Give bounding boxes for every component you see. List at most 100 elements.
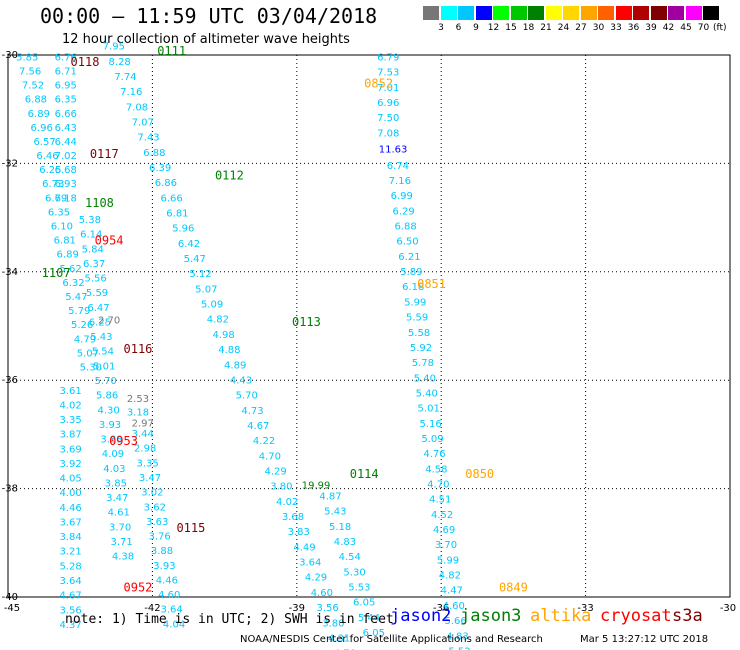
- data-value: 4.46: [59, 503, 81, 514]
- data-value: 4.76: [423, 449, 445, 460]
- x-tick-label: -36: [433, 603, 449, 614]
- data-value: 7.16: [120, 87, 142, 98]
- data-value: 7.53: [377, 68, 399, 79]
- color-scale-swatch: [510, 6, 527, 20]
- legend-s3a: s3a: [672, 606, 703, 626]
- data-value: 5.44: [358, 613, 380, 624]
- data-value: 4.60: [158, 590, 180, 601]
- data-value: 6.81: [54, 236, 76, 247]
- y-tick-label: -38: [2, 484, 18, 495]
- data-value: 4.82: [207, 315, 229, 326]
- data-value: 7.08: [126, 102, 148, 113]
- data-value: 7.50: [377, 113, 399, 124]
- data-value: 4.79: [74, 334, 96, 345]
- data-value: 6.14: [80, 230, 102, 241]
- data-value: 5.26: [71, 320, 93, 331]
- data-value: 4.30: [97, 405, 119, 416]
- data-value: 3.56: [59, 605, 81, 616]
- x-tick-label: -30: [720, 603, 736, 614]
- data-value: 4.38: [112, 552, 134, 563]
- color-scale-label: 45: [680, 23, 692, 33]
- data-value: 4.58: [425, 464, 447, 475]
- data-value: 5.96: [172, 224, 194, 235]
- data-value: 5.07: [195, 284, 217, 295]
- color-scale-label: 42: [662, 23, 675, 33]
- pass-time-label: 0114: [350, 467, 379, 481]
- data-value: 4.51: [429, 495, 451, 506]
- data-value: 6.18: [402, 282, 424, 293]
- data-value: 6.89: [57, 250, 79, 261]
- data-value: 5.99: [437, 555, 459, 566]
- color-scale-label: 18: [522, 23, 535, 33]
- data-value: 6.74: [387, 161, 409, 172]
- data-value: 5.66: [445, 616, 467, 627]
- data-value: 4.82: [439, 571, 461, 582]
- data-value: 5.70: [236, 391, 258, 402]
- footnote: note: 1) Time is in UTC; 2) SWH is in fe…: [65, 612, 394, 627]
- data-value: 6.21: [398, 252, 420, 263]
- data-value: 4.67: [59, 591, 81, 602]
- color-scale-label: 3: [438, 23, 444, 33]
- data-value: 3.92: [59, 459, 81, 470]
- data-value: 5.12: [189, 269, 211, 280]
- data-value: 6.47: [87, 303, 109, 314]
- data-value: 4.02: [59, 400, 81, 411]
- data-value: 4.69: [433, 525, 455, 536]
- data-value: 4.89: [224, 360, 246, 371]
- data-value: 6.57: [33, 137, 55, 148]
- data-value: 4.49: [293, 542, 315, 553]
- data-value: 3.35: [59, 415, 81, 426]
- data-value: 6.88: [25, 95, 47, 106]
- data-value: 5.58: [408, 328, 430, 339]
- color-scale-label: 21: [540, 23, 552, 33]
- color-scale-swatch: [703, 6, 719, 20]
- y-tick-label: -36: [2, 375, 18, 386]
- data-value: 4.60: [311, 588, 333, 599]
- color-scale-swatch: [475, 6, 492, 20]
- data-value: 5.99: [404, 297, 426, 308]
- data-value: 7.43: [137, 133, 159, 144]
- data-value: 4.88: [218, 345, 240, 356]
- legend-jason2: jason2: [390, 606, 452, 626]
- data-value: 5.30: [343, 567, 365, 578]
- data-value: 6.95: [55, 81, 77, 92]
- data-value: 7.02: [55, 151, 77, 162]
- data-value: 6.43: [55, 123, 77, 134]
- data-value: 3.21: [59, 547, 81, 558]
- data-value: 3.71: [110, 537, 132, 548]
- color-scale-label: 6: [455, 23, 462, 33]
- pass-time-label: 0117: [90, 147, 119, 161]
- data-value: 7.01: [377, 83, 399, 94]
- data-value: 3.84: [59, 532, 81, 543]
- data-value: 6.44: [55, 137, 77, 148]
- legend-altika: altika: [530, 606, 592, 626]
- data-value: 4.43: [230, 375, 252, 386]
- color-scale-label: 27: [575, 23, 587, 33]
- data-value: 4.98: [213, 330, 235, 341]
- data-value: 6.96: [31, 123, 53, 134]
- legend-cryosat: cryosat: [600, 606, 672, 626]
- y-tick-label: -34: [2, 267, 18, 278]
- color-scale-swatch: [598, 6, 614, 20]
- data-value: 11.63: [379, 145, 408, 156]
- data-value: 6.05: [353, 598, 375, 609]
- data-value: 2.70: [98, 315, 120, 326]
- pass-time-label: 0850: [465, 467, 494, 481]
- data-value: 5.01: [93, 361, 115, 372]
- color-scale-swatch: [615, 6, 632, 20]
- data-value: 7.16: [389, 176, 411, 187]
- pass-time-label: 0852: [364, 77, 393, 91]
- pass-time-label: 0849: [499, 581, 528, 595]
- data-value: 4.87: [319, 491, 341, 502]
- data-value: 6.46: [36, 151, 58, 162]
- data-value: 3.61: [59, 386, 81, 397]
- pass-time-label: 0953: [109, 434, 138, 448]
- data-value: 3.80: [270, 482, 292, 493]
- data-value: 5.85: [16, 52, 38, 63]
- data-value: 4.29: [264, 467, 286, 478]
- pass-time-label: 0118: [71, 55, 100, 69]
- color-scale-swatch: [580, 6, 597, 20]
- color-scale-swatch: [493, 6, 509, 20]
- data-value: 6.79: [45, 193, 67, 204]
